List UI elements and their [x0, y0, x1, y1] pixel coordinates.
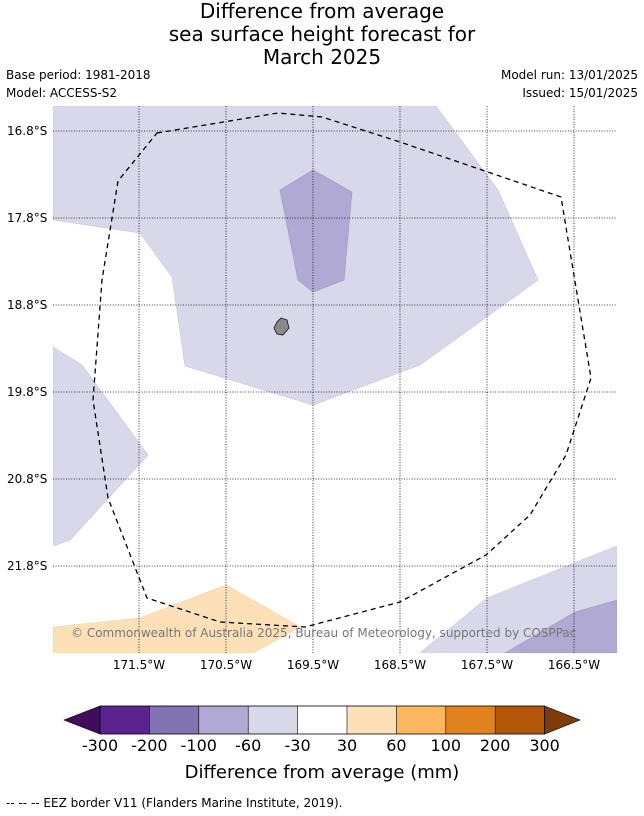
map-area	[53, 106, 617, 653]
colorbar-bin-7	[396, 706, 446, 734]
title-line-1: Difference from average	[199, 0, 445, 23]
lon-label: 166.5°W	[547, 658, 601, 672]
colorbar-tick-label: 100	[430, 736, 462, 755]
map-title: Difference from average sea surface heig…	[0, 0, 644, 69]
anomaly-region-purple-southeast	[504, 599, 617, 653]
lat-label: 16.8°S	[7, 124, 48, 138]
base-period: Base period: 1981-2018	[6, 68, 151, 82]
title-line-2: sea surface height forecast for	[168, 22, 476, 46]
lon-label: 168.5°W	[373, 658, 427, 672]
meta-right: Model run: 13/01/2025 Issued: 15/01/2025	[501, 66, 638, 102]
colorbar-bin-6	[347, 706, 397, 734]
island-niue	[273, 317, 290, 336]
colorbar-tick-label: 200	[479, 736, 511, 755]
colorbar-bin-3	[198, 706, 249, 734]
lon-label: 167.5°W	[460, 658, 514, 672]
colorbar-tick-label: 60	[386, 736, 407, 755]
lat-label: 18.8°S	[7, 298, 48, 312]
colorbar-extend-high	[544, 705, 581, 735]
anomaly-region-purple-center	[279, 169, 353, 293]
colorbar-bin-2	[149, 706, 199, 734]
issued-date: Issued: 15/01/2025	[522, 86, 638, 100]
colorbar-tick-label: -100	[180, 736, 217, 755]
lon-label: 170.5°W	[199, 658, 253, 672]
copyright-notice: © Commonwealth of Australia 2025, Bureau…	[71, 626, 577, 640]
colorbar	[63, 705, 581, 735]
colorbar-frame	[99, 705, 546, 735]
colorbar-extend-low	[63, 705, 101, 735]
meta-left: Base period: 1981-2018 Model: ACCESS-S2	[6, 66, 151, 102]
colorbar-bin-1	[100, 706, 150, 734]
lat-label: 21.8°S	[7, 559, 48, 573]
eez-border	[92, 112, 592, 628]
colorbar-tick-label: -60	[235, 736, 262, 755]
colorbar-tick-label: -200	[131, 736, 168, 755]
colorbar-bin-4	[248, 706, 298, 734]
colorbar-bin-5	[297, 706, 347, 734]
lat-label: 20.8°S	[7, 472, 48, 486]
lon-label: 169.5°W	[286, 658, 340, 672]
lat-label: 17.8°S	[7, 211, 48, 225]
model-name: Model: ACCESS-S2	[6, 86, 118, 100]
anomaly-region-light-purple-west	[53, 346, 149, 547]
colorbar-tick-label: -300	[81, 736, 119, 755]
model-run: Model run: 13/01/2025	[500, 68, 638, 82]
colorbar-bin-9	[495, 706, 545, 734]
title-line-3: March 2025	[262, 45, 382, 69]
colorbar-tick-label: 30	[336, 736, 358, 755]
colorbar-tick-label: 300	[529, 736, 560, 755]
gridlines	[53, 106, 617, 653]
anomaly-region-light-orange-southwest	[53, 584, 301, 653]
lat-label: 19.8°S	[7, 385, 48, 399]
colorbar-label: Difference from average (mm)	[184, 762, 460, 783]
eez-legend-note: -- -- -- EEZ border V11 (Flanders Marine…	[6, 796, 343, 810]
lon-label: 171.5°W	[112, 658, 166, 672]
colorbar-tick-label: -30	[284, 736, 311, 755]
colorbar-bin-8	[445, 706, 496, 734]
